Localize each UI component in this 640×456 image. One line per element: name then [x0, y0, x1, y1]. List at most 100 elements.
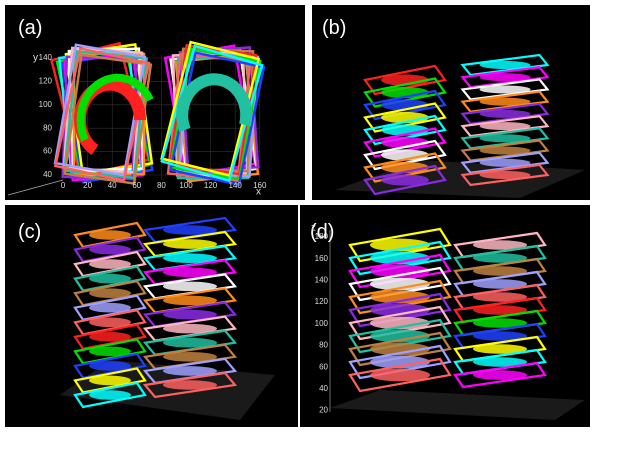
box	[460, 102, 550, 126]
arc	[76, 73, 154, 142]
box	[453, 257, 547, 285]
y-tick-label: 80	[43, 123, 52, 132]
box	[460, 78, 550, 101]
slice	[370, 290, 430, 304]
floor	[330, 390, 585, 420]
slice	[370, 264, 430, 278]
y-tick-label: 140	[39, 53, 53, 62]
slice	[473, 318, 527, 328]
slice	[473, 331, 527, 341]
slice	[163, 323, 217, 334]
slice	[479, 171, 531, 179]
box	[453, 283, 547, 311]
box	[142, 329, 238, 356]
slice	[381, 174, 429, 186]
ticks: 140 120 100 80 60 40 0 20 40 60 80 100 120 140 160 180 1…	[39, 53, 329, 415]
y-tick-label: 40	[43, 170, 52, 179]
x-tick-label: 0	[61, 181, 66, 190]
box	[348, 344, 452, 380]
slice	[479, 134, 531, 143]
z-tick-label: 160	[315, 254, 329, 263]
x-tick-label: 120	[204, 181, 218, 190]
box	[348, 305, 452, 341]
slice	[89, 332, 131, 342]
axis-line	[7, 179, 64, 196]
box	[348, 331, 452, 367]
slice	[473, 240, 527, 250]
slice	[473, 305, 527, 315]
z-tick-label: 180	[315, 232, 329, 241]
box	[73, 338, 147, 365]
slice	[370, 316, 430, 330]
panel-label: (c)	[18, 221, 41, 243]
slice	[89, 361, 131, 371]
slice	[89, 230, 131, 240]
slice	[89, 375, 131, 386]
slice	[479, 109, 531, 118]
slice	[89, 273, 131, 284]
slice	[163, 309, 217, 320]
slice	[473, 266, 527, 276]
x-tick-label: 140	[229, 181, 243, 190]
box	[363, 102, 447, 133]
box	[348, 266, 452, 302]
box	[73, 352, 147, 380]
slice	[370, 303, 430, 317]
slice	[163, 239, 217, 249]
box	[453, 296, 547, 324]
z-tick-label: 120	[315, 297, 329, 306]
x-tick-label: 60	[132, 181, 141, 190]
z-tick-label: 20	[319, 406, 328, 415]
box	[73, 367, 147, 394]
box	[363, 152, 447, 183]
x-tick-label: 160	[253, 181, 267, 190]
z-tick-label: 80	[319, 341, 328, 350]
frame	[63, 53, 153, 185]
box	[142, 245, 238, 272]
arc	[176, 73, 253, 133]
slice	[370, 251, 430, 265]
slice	[479, 122, 531, 131]
box	[73, 309, 147, 336]
slice	[370, 277, 430, 291]
slice	[473, 279, 527, 289]
box	[142, 315, 238, 342]
box	[142, 343, 238, 370]
box	[363, 64, 447, 96]
box	[460, 90, 550, 113]
box	[348, 227, 452, 263]
z-tick-label: 40	[319, 384, 328, 393]
floor	[60, 360, 275, 420]
slice	[370, 329, 430, 343]
slice	[473, 292, 527, 302]
axis-title: z	[311, 223, 316, 234]
slice	[89, 302, 131, 313]
box	[142, 230, 238, 258]
slice	[163, 267, 217, 278]
slice	[163, 380, 217, 390]
box	[348, 240, 452, 276]
box	[142, 216, 238, 244]
slice	[163, 225, 217, 235]
slice	[163, 366, 217, 376]
box	[460, 53, 550, 77]
x-tick-label: 100	[179, 181, 193, 190]
slice	[479, 85, 531, 94]
z-tick-label: 140	[315, 276, 329, 285]
box	[363, 164, 447, 196]
box	[142, 301, 238, 328]
box	[73, 323, 147, 351]
slice	[163, 253, 217, 263]
x-tick-label: 20	[83, 181, 92, 190]
slice	[163, 281, 217, 292]
slice	[370, 355, 430, 369]
box	[363, 114, 447, 146]
box	[453, 322, 547, 350]
x-tick-label: 40	[108, 181, 117, 190]
y-tick-label: 120	[39, 77, 53, 86]
slice	[370, 238, 430, 252]
slice	[479, 73, 531, 82]
slice	[89, 288, 131, 298]
box	[142, 287, 238, 314]
slice	[89, 317, 131, 328]
